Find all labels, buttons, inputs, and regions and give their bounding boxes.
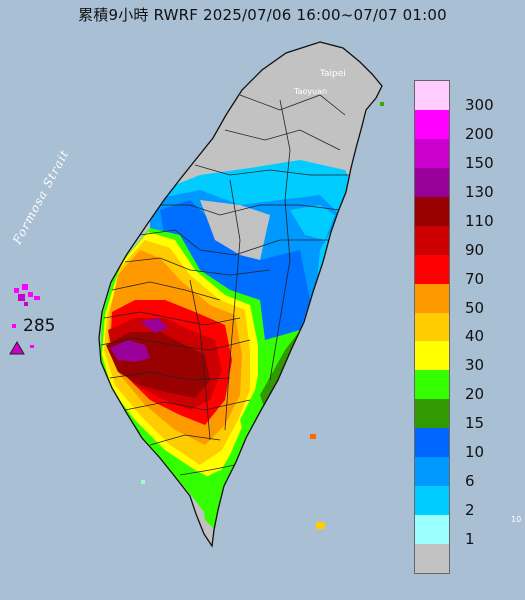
legend-swatch [415,312,449,342]
legend-swatch [415,196,449,227]
legend-swatch [415,109,449,140]
legend-label: 20 [465,385,485,404]
legend-label: 40 [465,327,485,346]
legend-label: 2 [465,501,475,520]
legend-label: 70 [465,269,485,288]
legend-swatch [415,138,449,169]
legend-swatch [415,341,449,371]
legend-label: 300 [465,95,494,114]
county-borders [100,94,350,476]
orchid-island [316,522,325,529]
legend-label: 30 [465,356,485,375]
legend-label: 130 [465,182,494,201]
legend-label: 6 [465,472,475,491]
edge-tick-label: 10 [511,515,522,524]
legend-swatch [415,486,449,516]
rainfall-legend [414,80,450,574]
legend-label: 90 [465,240,485,259]
taiwan-coastline [98,41,383,548]
legend-swatch [415,81,449,111]
turtle-island [380,102,384,106]
map-title: 累積9小時 RWRF 2025/07/06 16:00~07/07 01:00 [78,6,447,24]
legend-swatch [415,428,449,458]
legend-label: 10 [465,443,485,462]
legend-label: 1 [465,530,475,549]
max-rainfall-value: 285 [23,316,56,336]
legend-swatch [415,457,449,487]
legend-swatch [415,167,449,198]
legend-swatch [415,544,449,574]
legend-swatch [415,254,449,285]
legend-label: 15 [465,414,485,433]
green-island [310,434,316,439]
legend-label: 110 [465,211,494,230]
liuqiu-island [141,480,145,484]
legend-label: 150 [465,153,494,172]
legend-label: 200 [465,124,494,143]
legend-swatch [415,370,449,400]
max-marker-icon [9,341,25,355]
taoyuan-label: Taoyuan [294,87,328,96]
legend-swatch [415,225,449,256]
taipei-label: Taipei [320,69,346,79]
legend-swatch [415,515,449,545]
legend-swatch [415,283,449,314]
legend-swatch [415,399,449,429]
penghu-islands [12,284,40,348]
legend-label: 50 [465,298,485,317]
